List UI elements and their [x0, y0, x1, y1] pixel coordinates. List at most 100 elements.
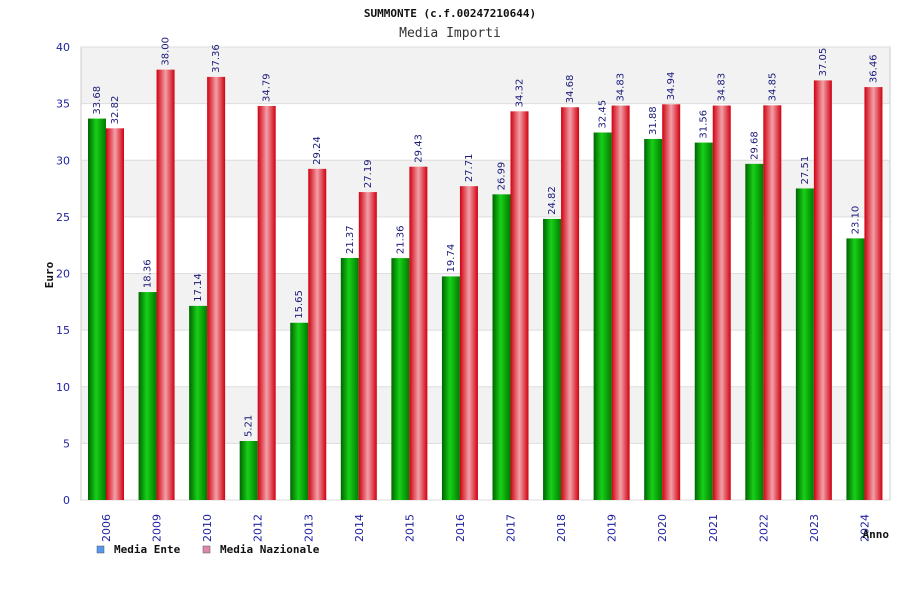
bar-media-ente-2010: [189, 305, 208, 500]
data-label: 27.71: [464, 154, 475, 183]
legend-label: Media Nazionale: [220, 543, 320, 556]
bar-media-nazionale-2020: [662, 104, 681, 500]
bar-media-nazionale-2018: [561, 107, 580, 501]
data-label: 19.74: [446, 244, 457, 273]
y-tick-label: 30: [56, 154, 70, 167]
data-label: 29.24: [312, 136, 323, 165]
x-tick-label: 2014: [353, 514, 366, 542]
x-tick-label: 2021: [707, 514, 720, 542]
data-label: 27.51: [800, 156, 811, 185]
x-tick-label: 2019: [606, 514, 619, 542]
bar-media-nazionale-2013: [308, 168, 327, 500]
data-label: 23.10: [850, 206, 861, 235]
data-label: 34.79: [262, 73, 273, 102]
data-label: 36.46: [868, 54, 879, 83]
x-tick-label: 2012: [252, 514, 265, 542]
bar-media-ente-2015: [391, 258, 410, 500]
y-tick-label: 25: [56, 211, 70, 224]
bar-media-nazionale-2009: [156, 69, 175, 501]
data-label: 24.82: [547, 186, 558, 215]
data-label: 34.85: [767, 73, 778, 102]
bar-media-nazionale-2016: [459, 186, 478, 500]
data-label: 34.32: [515, 79, 526, 108]
bar-media-nazionale-2014: [358, 192, 377, 501]
x-tick-label: 2010: [201, 514, 214, 542]
x-tick-label: 2016: [454, 514, 467, 542]
data-label: 32.82: [110, 96, 121, 125]
legend-swatch: [202, 545, 211, 554]
legend-swatch: [96, 545, 105, 554]
y-tick-label: 15: [56, 324, 70, 337]
x-tick-label: 2024: [858, 514, 871, 542]
data-label: 34.83: [616, 73, 627, 102]
data-label: 37.36: [211, 44, 222, 73]
bar-media-ente-2014: [340, 257, 359, 500]
bar-media-ente-2006: [88, 118, 106, 500]
data-label: 29.43: [413, 134, 424, 163]
x-tick-label: 2006: [100, 514, 113, 542]
bar-media-ente-2021: [694, 142, 713, 500]
x-tick-label: 2022: [757, 514, 770, 542]
data-label: 17.14: [193, 273, 204, 302]
bar-media-nazionale-2015: [409, 166, 428, 500]
bar-media-ente-2022: [745, 163, 764, 500]
x-tick-label: 2018: [555, 514, 568, 542]
bar-media-nazionale-2024: [864, 87, 883, 500]
data-label: 27.19: [363, 159, 374, 188]
bar-media-nazionale-2017: [510, 111, 529, 501]
y-tick-label: 20: [56, 268, 70, 281]
x-tick-label: 2017: [505, 514, 518, 542]
bar-media-ente-2013: [290, 322, 309, 500]
data-label: 21.37: [345, 225, 356, 254]
bar-media-ente-2024: [846, 238, 865, 500]
data-label: 34.83: [717, 73, 728, 102]
bar-media-ente-2020: [644, 138, 663, 501]
y-tick-label: 35: [56, 98, 70, 111]
chart-title: SUMMONTE (c.f.00247210644): [364, 7, 536, 20]
bar-media-nazionale-2010: [207, 76, 226, 500]
data-label: 34.68: [565, 75, 576, 104]
bar-media-ente-2016: [441, 276, 460, 500]
y-tick-label: 10: [56, 381, 70, 394]
data-label: 34.94: [666, 72, 677, 101]
data-label: 21.36: [395, 225, 406, 254]
data-label: 29.68: [749, 131, 760, 160]
x-tick-label: 2023: [808, 514, 821, 542]
bar-media-ente-2017: [492, 194, 511, 500]
y-tick-label: 0: [63, 494, 70, 507]
bar-media-nazionale-2022: [763, 105, 782, 500]
bar-media-ente-2018: [543, 218, 562, 500]
x-tick-label: 2015: [403, 514, 416, 542]
bar-media-ente-2023: [795, 188, 814, 500]
y-axis-label: Euro: [43, 261, 56, 288]
data-labels: 33.68 32.82 18.36 38.00 17.14 37.36 5.21 34.79 1…: [92, 37, 879, 437]
legend-label: Media Ente: [114, 543, 181, 556]
data-label: 38.00: [161, 37, 172, 66]
data-label: 31.88: [648, 106, 659, 135]
x-tick-label: 2020: [656, 514, 669, 542]
chart-subtitle: Media Importi: [399, 26, 501, 41]
legend: Media Ente Media Nazionale: [96, 543, 320, 556]
y-tick-label: 5: [63, 437, 70, 450]
data-label: 5.21: [244, 415, 255, 437]
x-axis-label: Anno: [863, 528, 890, 541]
bar-media-nazionale-2006: [106, 128, 124, 500]
bars: [88, 69, 883, 501]
bar-media-ente-2009: [138, 292, 157, 500]
data-label: 26.99: [497, 162, 508, 191]
y-tick-label: 40: [56, 41, 70, 54]
y-axis-ticks: 0 5 10 15 20 25 30 35 40: [56, 41, 70, 507]
bar-media-nazionale-2021: [712, 105, 731, 501]
bar-media-nazionale-2019: [611, 105, 630, 501]
data-label: 18.36: [143, 259, 154, 288]
x-axis-ticks: 2006 2009 2010 2012 2013 2014 2015 2016 2017 2018…: [100, 514, 871, 542]
data-label: 33.68: [92, 86, 103, 115]
bar-media-ente-2019: [593, 132, 612, 500]
bar-media-nazionale-2012: [257, 106, 276, 501]
x-tick-label: 2009: [151, 514, 164, 542]
x-tick-label: 2013: [302, 514, 315, 542]
data-label: 15.65: [294, 290, 305, 319]
data-label: 37.05: [818, 48, 829, 77]
bar-media-ente-2012: [239, 440, 258, 500]
